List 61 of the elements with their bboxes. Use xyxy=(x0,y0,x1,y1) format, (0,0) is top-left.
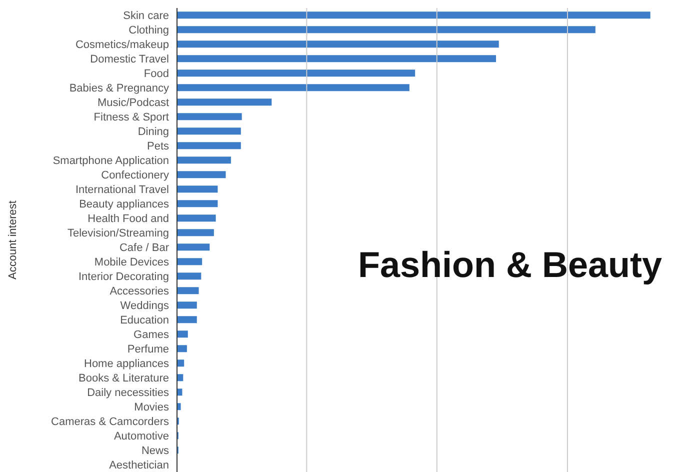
y-tick-label: Cameras & Camcorders xyxy=(51,416,170,428)
bar xyxy=(177,70,416,77)
bar xyxy=(177,12,650,19)
bar xyxy=(177,287,199,294)
y-tick-label: Domestic Travel xyxy=(90,54,169,66)
y-tick-label: Aesthetician xyxy=(109,460,169,472)
y-tick-label: Interior Decorating xyxy=(78,271,169,284)
bar xyxy=(177,272,202,280)
bar xyxy=(177,128,241,135)
y-tick-label: Pets xyxy=(146,140,170,153)
bar xyxy=(177,113,242,120)
bar xyxy=(177,403,181,410)
y-tick-label: Music/Podcast xyxy=(97,97,169,110)
bar xyxy=(177,84,410,92)
bar xyxy=(177,26,596,34)
bar xyxy=(177,316,197,324)
bar xyxy=(177,142,241,150)
bar xyxy=(177,258,202,266)
bar xyxy=(177,186,218,193)
y-tick-label: Weddings xyxy=(120,300,170,312)
y-tick-label: Automotive xyxy=(114,430,169,443)
bar xyxy=(177,345,187,352)
y-tick-label: Education xyxy=(120,314,169,327)
y-tick-label: Home appliances xyxy=(84,358,170,370)
y-tick-label: Health Food and xyxy=(88,213,169,226)
y-tick-label: International Travel xyxy=(75,184,169,196)
y-tick-label: Skin care xyxy=(123,10,169,22)
y-tick-label: Fitness & Sport xyxy=(94,112,169,124)
text: Fashion & Beauty xyxy=(358,244,662,286)
y-tick-label: Beauty appliances xyxy=(79,198,170,211)
bar xyxy=(177,374,184,382)
bar xyxy=(177,98,272,106)
y-tick-label: Cosmetics/makeup xyxy=(75,39,169,52)
bar xyxy=(177,40,499,48)
bar xyxy=(177,156,231,164)
bar xyxy=(177,200,218,208)
y-tick-label: Perfume xyxy=(127,344,169,356)
y-tick-label: Babies & Pregnancy xyxy=(69,82,170,95)
bar xyxy=(177,229,214,236)
y-tick-label: Smartphone Application xyxy=(52,155,169,168)
y-tick-label: Books & Literature xyxy=(78,372,169,385)
y-tick-label: Cafe / Bar xyxy=(119,242,170,254)
y-tick-label: News xyxy=(141,445,170,458)
bar xyxy=(177,55,496,62)
y-tick-label: Food xyxy=(144,68,169,80)
bar xyxy=(177,360,184,367)
bar xyxy=(177,214,216,222)
y-axis-title: Account interest xyxy=(6,200,19,280)
y-tick-label: Daily necessities xyxy=(87,387,170,400)
y-tick-label: Games xyxy=(134,329,170,342)
y-tick-label: Mobile Devices xyxy=(94,256,170,269)
bar xyxy=(177,330,188,338)
y-tick-label: Television/Streaming xyxy=(68,228,169,240)
bar xyxy=(177,244,210,251)
y-tick-label: Clothing xyxy=(128,24,169,37)
y-tick-label: Dining xyxy=(138,126,169,138)
bar xyxy=(177,302,197,309)
y-tick-label: Confectionery xyxy=(101,170,170,182)
y-tick-label: Accessories xyxy=(110,286,170,298)
y-tick-label: Movies xyxy=(134,402,170,414)
bar xyxy=(177,171,226,178)
